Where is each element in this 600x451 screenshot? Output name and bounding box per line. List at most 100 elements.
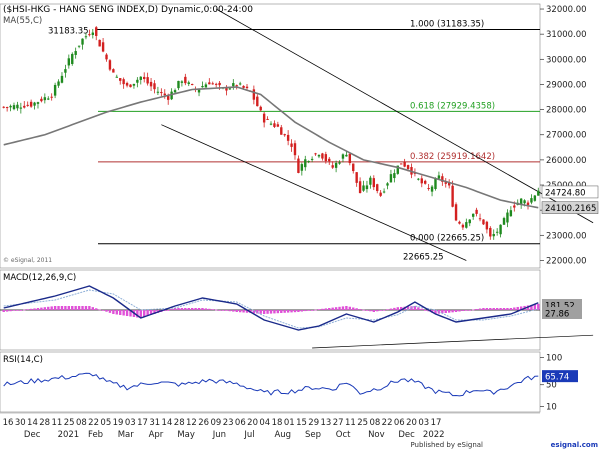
- candle-body: [506, 212, 509, 223]
- price-tick-label: 30000.00: [546, 55, 587, 65]
- candle-body: [533, 195, 537, 201]
- macd-histogram-bar: [400, 306, 403, 310]
- macd-histogram-bar: [372, 310, 376, 312]
- fib-level-label: 0.382 (25919.1642): [410, 152, 495, 162]
- macd-histogram-bar: [194, 308, 197, 310]
- macd-histogram-bar: [163, 310, 166, 311]
- candle-body: [26, 104, 29, 106]
- macd-histogram-bar: [293, 310, 297, 313]
- price-tick-label: 26000.00: [546, 156, 587, 166]
- macd-histogram-bar: [166, 310, 170, 311]
- candle-body: [190, 84, 194, 86]
- candle-body: [74, 51, 77, 55]
- macd-histogram-bar: [197, 308, 201, 310]
- candle-body: [297, 158, 300, 173]
- macd-histogram-bar: [509, 308, 513, 310]
- candle-body: [441, 176, 444, 182]
- macd-histogram-bar: [321, 308, 324, 310]
- rsi-title: RSI(14,C): [3, 355, 43, 365]
- rsi-tick-label: 50: [546, 381, 557, 391]
- x-day-label: 16: [3, 418, 14, 428]
- macd-histogram-bar: [40, 307, 43, 310]
- candle-body: [204, 84, 208, 88]
- candle-body: [304, 159, 307, 168]
- macd-histogram-bar: [225, 310, 228, 311]
- macd-histogram-bar: [458, 310, 461, 312]
- macd-histogram-bar: [95, 308, 98, 310]
- candle-body: [358, 181, 362, 194]
- macd-histogram-bar: [81, 306, 84, 310]
- x-day-label: 26: [198, 418, 209, 428]
- candle-body: [485, 221, 489, 230]
- candle-body: [530, 198, 533, 203]
- macd-histogram-bar: [201, 308, 204, 310]
- candle-body: [214, 83, 218, 85]
- candle-body: [499, 224, 502, 235]
- macd-histogram-bar: [417, 307, 420, 310]
- candle-body: [177, 80, 180, 89]
- candle-body: [403, 161, 406, 167]
- candle-body: [16, 104, 19, 109]
- macd-histogram-bar: [108, 310, 112, 313]
- x-month-label: May: [177, 430, 195, 440]
- candle-body: [286, 134, 290, 141]
- ma-label: MA(55,C): [3, 16, 42, 26]
- macd-histogram-bar: [26, 309, 29, 310]
- macd-histogram-bar: [300, 310, 304, 312]
- macd-histogram-bar: [499, 308, 502, 310]
- candle-body: [293, 143, 297, 156]
- x-day-label: 03: [418, 418, 429, 428]
- x-day-label: 27: [333, 418, 344, 428]
- candle-body: [50, 96, 53, 98]
- candle-body: [129, 84, 132, 88]
- candle-body: [163, 93, 166, 96]
- macd-histogram-bar: [468, 310, 471, 311]
- macd-value-label: 27.86: [545, 310, 569, 320]
- x-day-label: 14: [27, 418, 38, 428]
- macd-histogram-bar: [338, 306, 341, 310]
- macd-histogram-bar: [187, 308, 190, 310]
- candle-body: [132, 83, 136, 86]
- macd-histogram-bar: [2, 310, 5, 312]
- high-annotation: 31183.35: [48, 27, 89, 37]
- macd-histogram-bar: [235, 310, 238, 312]
- candle-body: [166, 95, 170, 100]
- candle-body: [235, 85, 238, 87]
- candle-body: [396, 165, 399, 174]
- macd-histogram-bar: [369, 310, 372, 312]
- macd-histogram-bar: [211, 309, 214, 310]
- candle-body: [331, 165, 334, 168]
- macd-histogram-bar: [153, 310, 156, 314]
- rsi-plot-frame: [0, 351, 541, 413]
- macd-histogram-bar: [43, 307, 47, 310]
- candle-body: [9, 105, 12, 108]
- candle-body: [136, 79, 139, 83]
- macd-histogram-bar: [434, 310, 437, 314]
- macd-histogram-bar: [190, 308, 194, 310]
- candle-body: [71, 53, 74, 64]
- price-tick-label: 29000.00: [546, 80, 587, 90]
- macd-histogram-bar: [328, 308, 331, 310]
- candle-body: [362, 185, 365, 191]
- macd-histogram-bar: [297, 310, 300, 312]
- macd-histogram-bar: [283, 310, 286, 313]
- macd-histogram-bar: [71, 306, 74, 310]
- macd-histogram-bar: [29, 308, 33, 310]
- macd-histogram-bar: [238, 310, 242, 313]
- low-annotation: 22665.25: [403, 253, 444, 263]
- candle-body: [458, 221, 461, 224]
- candle-body: [43, 97, 47, 101]
- candle-body: [139, 76, 142, 80]
- candle-body: [40, 98, 43, 102]
- price-tick-label: 27000.00: [546, 131, 587, 141]
- price-tick-label: 28000.00: [546, 106, 587, 116]
- candle-body: [376, 184, 379, 192]
- rsi-value-label: 65.74: [545, 373, 569, 383]
- rsi-tick-label: 100: [546, 353, 562, 363]
- x-month-label: Jul: [243, 430, 254, 440]
- candle-body: [523, 200, 526, 204]
- candle-body: [149, 81, 153, 87]
- macd-histogram-bar: [478, 308, 482, 310]
